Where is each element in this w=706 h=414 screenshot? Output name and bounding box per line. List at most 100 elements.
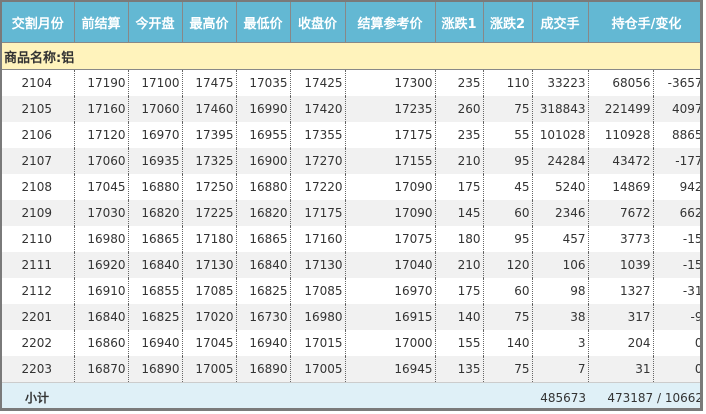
- table-cell: 210: [435, 148, 484, 174]
- column-header[interactable]: 前结算: [74, 2, 129, 43]
- table-cell: 2107: [2, 148, 75, 174]
- table-row: 2202 16860 16940 17045 16940 17015 17000 155 140…: [2, 330, 700, 356]
- table-cell: 16840: [236, 252, 291, 278]
- subtotal-volume: 485673: [532, 382, 588, 408]
- table-cell: 16840: [74, 304, 129, 330]
- table-row: 2112 16910 16855 17085 16825 17085 16970 175 60 9…: [2, 278, 700, 304]
- column-header[interactable]: 收盘价: [290, 2, 346, 43]
- table-cell: -15: [653, 252, 700, 278]
- column-header[interactable]: 交割月份: [2, 2, 75, 43]
- table-row: 2106 17120 16970 17395 16955 17355 17175 235 55 1…: [2, 122, 700, 148]
- subtotal-open-interest: 473187 / 10662: [588, 382, 700, 408]
- table-cell: 75: [483, 356, 533, 383]
- category-row: 商品名称:铝: [2, 42, 700, 70]
- table-cell: 2202: [2, 330, 75, 356]
- table-cell: 33223: [532, 69, 589, 96]
- table-cell: 204: [588, 330, 654, 356]
- table-cell: 16870: [74, 356, 129, 383]
- column-header[interactable]: 结算参考价: [345, 2, 436, 43]
- table-cell: 17160: [74, 96, 129, 122]
- table-cell: 16820: [128, 200, 183, 226]
- table-cell: 17460: [182, 96, 237, 122]
- table-cell: 17075: [345, 226, 436, 252]
- table-row: 2108 17045 16880 17250 16880 17220 17090 175 45 5…: [2, 174, 700, 200]
- table-cell: 0: [653, 330, 700, 356]
- table-cell: 17475: [182, 69, 237, 96]
- table-cell: 17020: [182, 304, 237, 330]
- table-cell: 175: [435, 278, 484, 304]
- table-cell: 55: [483, 122, 533, 148]
- column-header[interactable]: 持仓手/变化: [588, 2, 700, 43]
- table-cell: 17325: [182, 148, 237, 174]
- table-cell: 17005: [290, 356, 346, 383]
- subtotal-row: 小计 485673 473187 / 10662: [2, 382, 700, 408]
- table-cell: -31: [653, 278, 700, 304]
- table-cell: 17085: [182, 278, 237, 304]
- table-cell: 16825: [128, 304, 183, 330]
- table-cell: 2110: [2, 226, 75, 252]
- table-cell: 95: [483, 226, 533, 252]
- table-row: 2107 17060 16935 17325 16900 17270 17155 210 95 2…: [2, 148, 700, 174]
- table-cell: 8865: [653, 122, 700, 148]
- table-cell: 5240: [532, 174, 589, 200]
- table-cell: 110928: [588, 122, 654, 148]
- column-header[interactable]: 成交手: [532, 2, 589, 43]
- table-cell: 17045: [74, 174, 129, 200]
- table-cell: 221499: [588, 96, 654, 122]
- table-cell: 17035: [236, 69, 291, 96]
- table-cell: 145: [435, 200, 484, 226]
- table-cell: 110: [483, 69, 533, 96]
- table-cell: 16970: [128, 122, 183, 148]
- table-cell: 2104: [2, 69, 75, 96]
- table-cell: 16865: [236, 226, 291, 252]
- table-cell: 60: [483, 200, 533, 226]
- table-cell: 318843: [532, 96, 589, 122]
- column-header[interactable]: 最低价: [236, 2, 291, 43]
- header-row: 交割月份 前结算 今开盘 最高价 最低价 收盘价 结算参考价 涨跌1 涨跌2 成交手 持仓手/变化: [2, 2, 700, 43]
- table-cell: 17120: [74, 122, 129, 148]
- table-cell: 38: [532, 304, 589, 330]
- table-cell: 16980: [290, 304, 346, 330]
- table-cell: 3773: [588, 226, 654, 252]
- table-cell: 120: [483, 252, 533, 278]
- column-header[interactable]: 今开盘: [128, 2, 183, 43]
- column-header[interactable]: 涨跌2: [483, 2, 533, 43]
- table-cell: 17395: [182, 122, 237, 148]
- column-header[interactable]: 涨跌1: [435, 2, 484, 43]
- table-cell: 235: [435, 69, 484, 96]
- table-cell: 95: [483, 148, 533, 174]
- table-cell: 43472: [588, 148, 654, 174]
- table-cell: 17100: [128, 69, 183, 96]
- table-cell: 16880: [236, 174, 291, 200]
- table-cell: 1039: [588, 252, 654, 278]
- table-cell: 662: [653, 200, 700, 226]
- table-cell: 17160: [290, 226, 346, 252]
- table-row: 2109 17030 16820 17225 16820 17175 17090 145 60 2…: [2, 200, 700, 226]
- table-cell: 16915: [345, 304, 436, 330]
- table-cell: 2112: [2, 278, 75, 304]
- table-cell: 16890: [236, 356, 291, 383]
- table-cell: 2108: [2, 174, 75, 200]
- table-cell: 17300: [345, 69, 436, 96]
- table-cell: 17355: [290, 122, 346, 148]
- table-cell: 140: [483, 330, 533, 356]
- table-cell: 16820: [236, 200, 291, 226]
- table-cell: 3: [532, 330, 589, 356]
- table-cell: 16860: [74, 330, 129, 356]
- table-cell: 17085: [290, 278, 346, 304]
- table-cell: 16880: [128, 174, 183, 200]
- table-cell: 60: [483, 278, 533, 304]
- table-row: 2111 16920 16840 17130 16840 17130 17040 210 120…: [2, 252, 700, 278]
- table-cell: 45: [483, 174, 533, 200]
- table-cell: 106: [532, 252, 589, 278]
- table-cell: -15: [653, 226, 700, 252]
- table-cell: 16940: [236, 330, 291, 356]
- table-cell: 155: [435, 330, 484, 356]
- table-cell: 16980: [74, 226, 129, 252]
- table-cell: 17175: [345, 122, 436, 148]
- table-cell: 17220: [290, 174, 346, 200]
- column-header[interactable]: 最高价: [182, 2, 237, 43]
- table-cell: 16935: [128, 148, 183, 174]
